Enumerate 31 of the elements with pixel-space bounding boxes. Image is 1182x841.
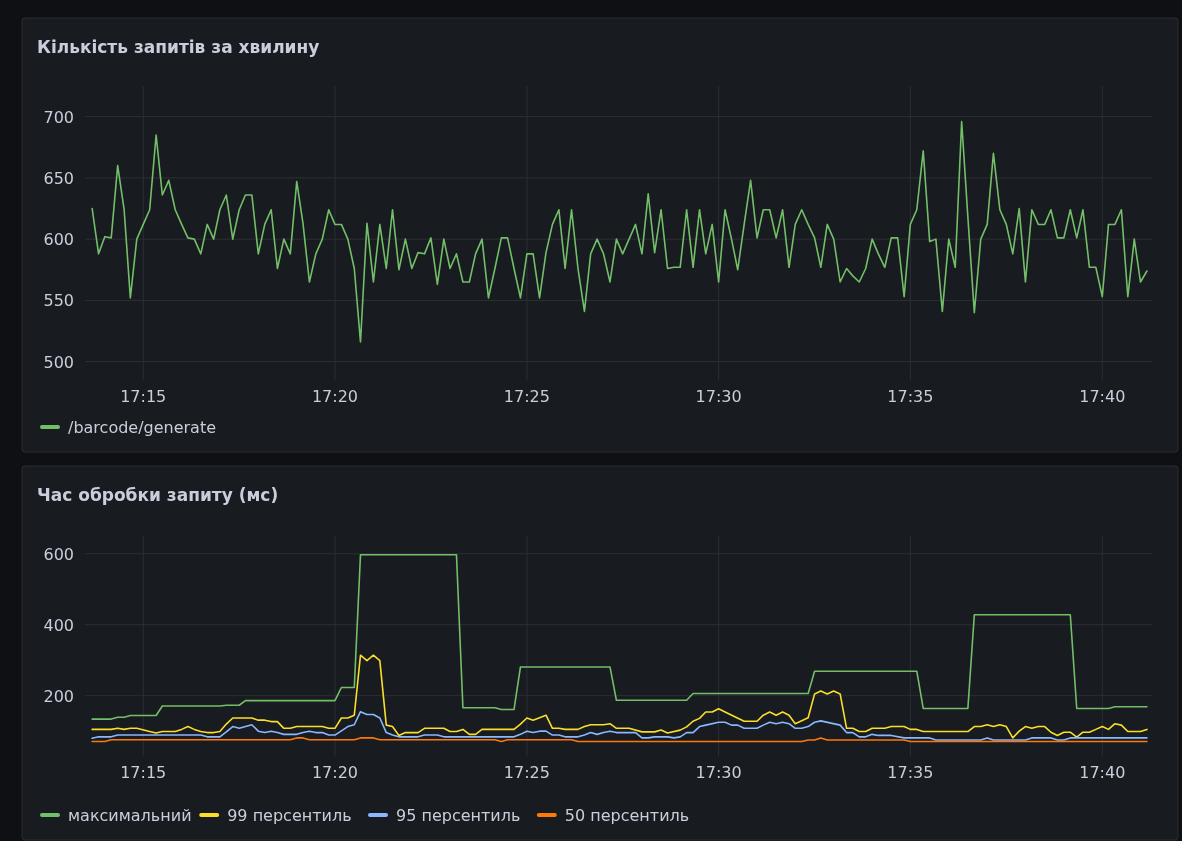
x-tick-label: 17:20 — [311, 387, 358, 406]
line-series — [91, 710, 1148, 741]
legend-label: максимальний — [68, 806, 192, 825]
y-tick-label: 550 — [43, 291, 74, 311]
x-tick-label: 17:25 — [503, 387, 550, 406]
x-tick-label: 17:40 — [1079, 763, 1126, 782]
x-tick-label: 17:30 — [695, 387, 742, 406]
legend-label: 50 персентиль — [564, 806, 690, 825]
legend-label: 99 персентиль — [227, 806, 352, 825]
x-tick-label: 17:40 — [1079, 387, 1126, 406]
y-tick-label: 200 — [43, 686, 74, 706]
x-tick-label: 17:35 — [887, 763, 934, 782]
y-tick-label: 650 — [43, 168, 74, 188]
y-tick-label: 600 — [43, 230, 74, 250]
x-tick-label: 17:30 — [695, 763, 742, 782]
line-series — [91, 120, 1148, 343]
legend-label: 95 персентиль — [396, 806, 521, 825]
line-series — [91, 554, 1148, 720]
x-tick-label: 17:35 — [887, 387, 934, 406]
y-tick-label: 500 — [43, 352, 74, 372]
chart-title: Час обробки запиту (мс) — [37, 485, 279, 505]
legend-label: /barcode/generate — [68, 418, 217, 437]
chart-title: Кількість запитів за хвилину — [37, 37, 320, 57]
x-tick-label: 17:25 — [503, 763, 550, 782]
y-tick-label: 700 — [43, 107, 74, 127]
x-tick-label: 17:20 — [311, 763, 358, 782]
y-tick-label: 400 — [43, 615, 74, 635]
line-series — [91, 654, 1148, 739]
x-tick-label: 17:15 — [120, 763, 167, 782]
x-tick-label: 17:15 — [120, 387, 167, 406]
y-tick-label: 600 — [43, 544, 74, 564]
